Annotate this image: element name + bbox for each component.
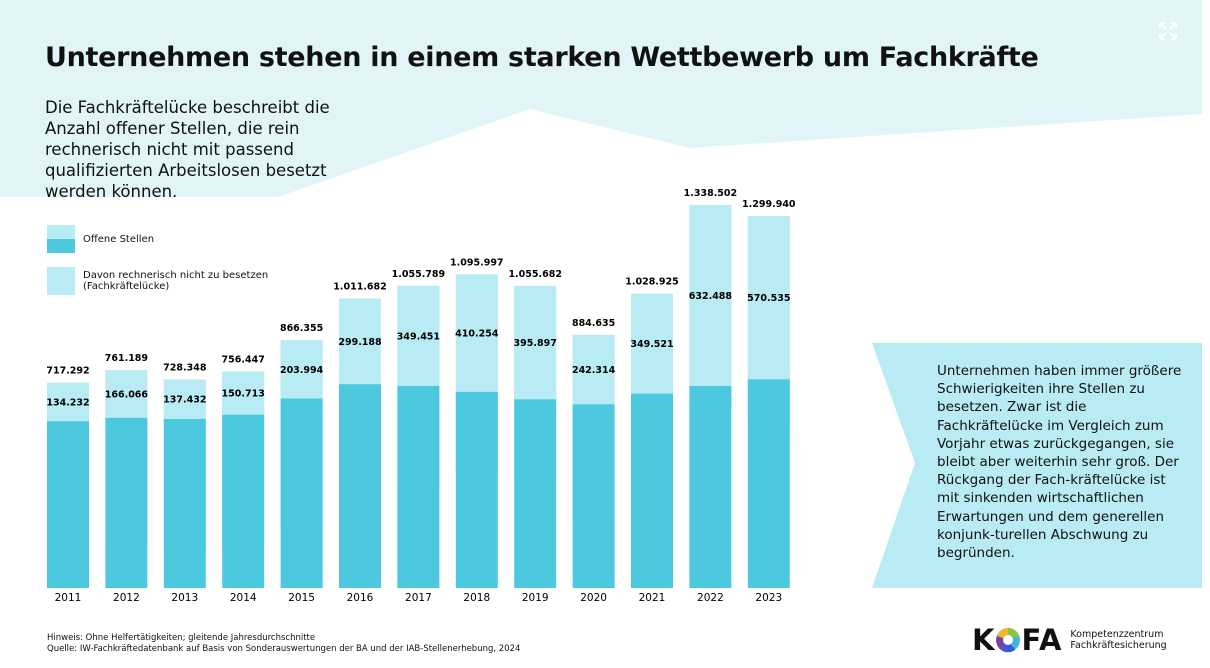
bar-fachkraefteluecke-segment [572,334,615,405]
bar-offene-stellen [163,418,206,588]
bar-offene-stellen [455,391,498,588]
bar-fachkraefteluecke-segment [631,293,673,394]
page-subtitle: Die Fachkräftelücke beschreibt die Anzah… [45,98,330,201]
bar-offene-stellen [689,385,732,588]
bar-offene-stellen [47,421,89,588]
bar-offene-stellen [397,385,440,588]
label-fachkraefteluecke: 349.451 [397,331,440,342]
label-offene-stellen: 866.355 [280,323,323,334]
label-fachkraefteluecke: 299.188 [338,337,382,348]
label-fachkraefteluecke: 395.897 [514,338,557,349]
bar-fachkraefteluecke-segment [163,379,206,419]
label-offene-stellen: 1.299.940 [742,199,796,210]
page-title: Unternehmen stehen in einem starken Wett… [45,42,1039,73]
label-fachkraefteluecke: 570.535 [747,293,790,304]
bar-offene-stellen [572,404,615,588]
x-tick-label: 2016 [347,592,374,604]
legend-label: Davon rechnerisch nicht zu besetzen (Fac… [83,270,269,292]
footer-source: Quelle: IW-Fachkräftedatenbank auf Basis… [47,644,521,654]
label-fachkraefteluecke: 166.066 [105,389,149,400]
x-tick-label: 2023 [755,592,782,604]
label-fachkraefteluecke: 137.432 [163,395,206,406]
logo-line2: Fachkräftesicherung [1070,640,1167,651]
footer: Hinweis: Ohne Helfertätigkeiten; gleiten… [47,633,520,655]
bar-offene-stellen [514,399,557,588]
legend-swatch [47,225,75,253]
x-tick-label: 2015 [288,592,315,604]
expand-arrows-icon[interactable] [1158,21,1178,41]
aperture-icon [996,628,1021,653]
bar-fachkraefteluecke-segment [339,298,381,385]
x-tick-label: 2013 [171,592,198,604]
label-fachkraefteluecke: 242.314 [572,365,616,376]
bar-offene-stellen [747,379,790,588]
legend-label: Offene Stellen [83,233,155,245]
legend: Offene Stellen Davon rechnerisch nicht z… [47,225,293,309]
x-tick-label: 2021 [639,592,666,604]
bar-fachkraefteluecke-segment [105,370,148,418]
bar-fachkraefteluecke-segment [514,285,557,400]
bar-offene-stellen [222,414,265,588]
bar-offene-stellen [339,384,381,588]
label-offene-stellen: 1.095.997 [450,257,504,268]
label-offene-stellen: 1.338.502 [684,188,738,199]
label-fachkraefteluecke: 203.994 [280,365,324,376]
callout-text: Unternehmen haben immer größere Schwieri… [937,363,1182,562]
label-offene-stellen: 717.292 [46,366,89,377]
label-offene-stellen: 761.189 [105,353,148,364]
logo-line1: Kompetenzzentrum [1070,629,1164,640]
bar-fachkraefteluecke-segment [747,216,790,380]
header-background [0,0,1202,197]
label-fachkraefteluecke: 410.254 [455,329,499,340]
label-offene-stellen: 728.348 [163,363,207,374]
x-tick-label: 2022 [697,592,724,604]
bar-offene-stellen [105,417,148,588]
x-tick-label: 2020 [580,592,607,604]
label-fachkraefteluecke: 150.713 [222,389,265,400]
bar-fachkraefteluecke-segment [689,204,732,386]
bar-fachkraefteluecke-segment [455,274,498,392]
bar-offene-stellen [631,393,673,588]
bar-fachkraefteluecke-segment [397,285,440,386]
bar-fachkraefteluecke-segment [47,382,89,422]
label-fachkraefteluecke: 349.521 [630,339,673,350]
logo-wordmark: K FA [972,623,1063,657]
x-tick-label: 2017 [405,592,432,604]
label-fachkraefteluecke: 134.232 [46,397,89,408]
bar-fachkraefteluecke-segment [280,340,323,399]
bar-fachkraefteluecke-segment [222,371,265,415]
x-tick-label: 2011 [55,592,82,604]
label-offene-stellen: 1.028.925 [625,277,679,288]
label-offene-stellen: 1.055.789 [392,269,446,280]
kofa-logo: K FA Kompetenzzentrum Fachkräftesicherun… [972,623,1167,657]
legend-item-offene-stellen: Offene Stellen [47,225,293,253]
label-fachkraefteluecke: 632.488 [689,291,733,302]
x-tick-label: 2014 [230,592,257,604]
x-tick-label: 2019 [522,592,549,604]
label-offene-stellen: 1.011.682 [333,281,387,292]
callout-background [872,343,1202,588]
bar-offene-stellen [280,398,323,588]
footer-note: Hinweis: Ohne Helfertätigkeiten; gleiten… [47,633,316,643]
legend-swatch [47,267,75,295]
x-tick-label: 2018 [463,592,490,604]
logo-subtitle: Kompetenzzentrum Fachkräftesicherung [1070,629,1166,651]
label-offene-stellen: 1.055.682 [508,269,562,280]
label-offene-stellen: 884.635 [572,318,615,329]
x-tick-label: 2012 [113,592,140,604]
legend-item-fachkraefteluecke: Davon rechnerisch nicht zu besetzen (Fac… [47,267,293,295]
label-offene-stellen: 756.447 [222,355,265,366]
